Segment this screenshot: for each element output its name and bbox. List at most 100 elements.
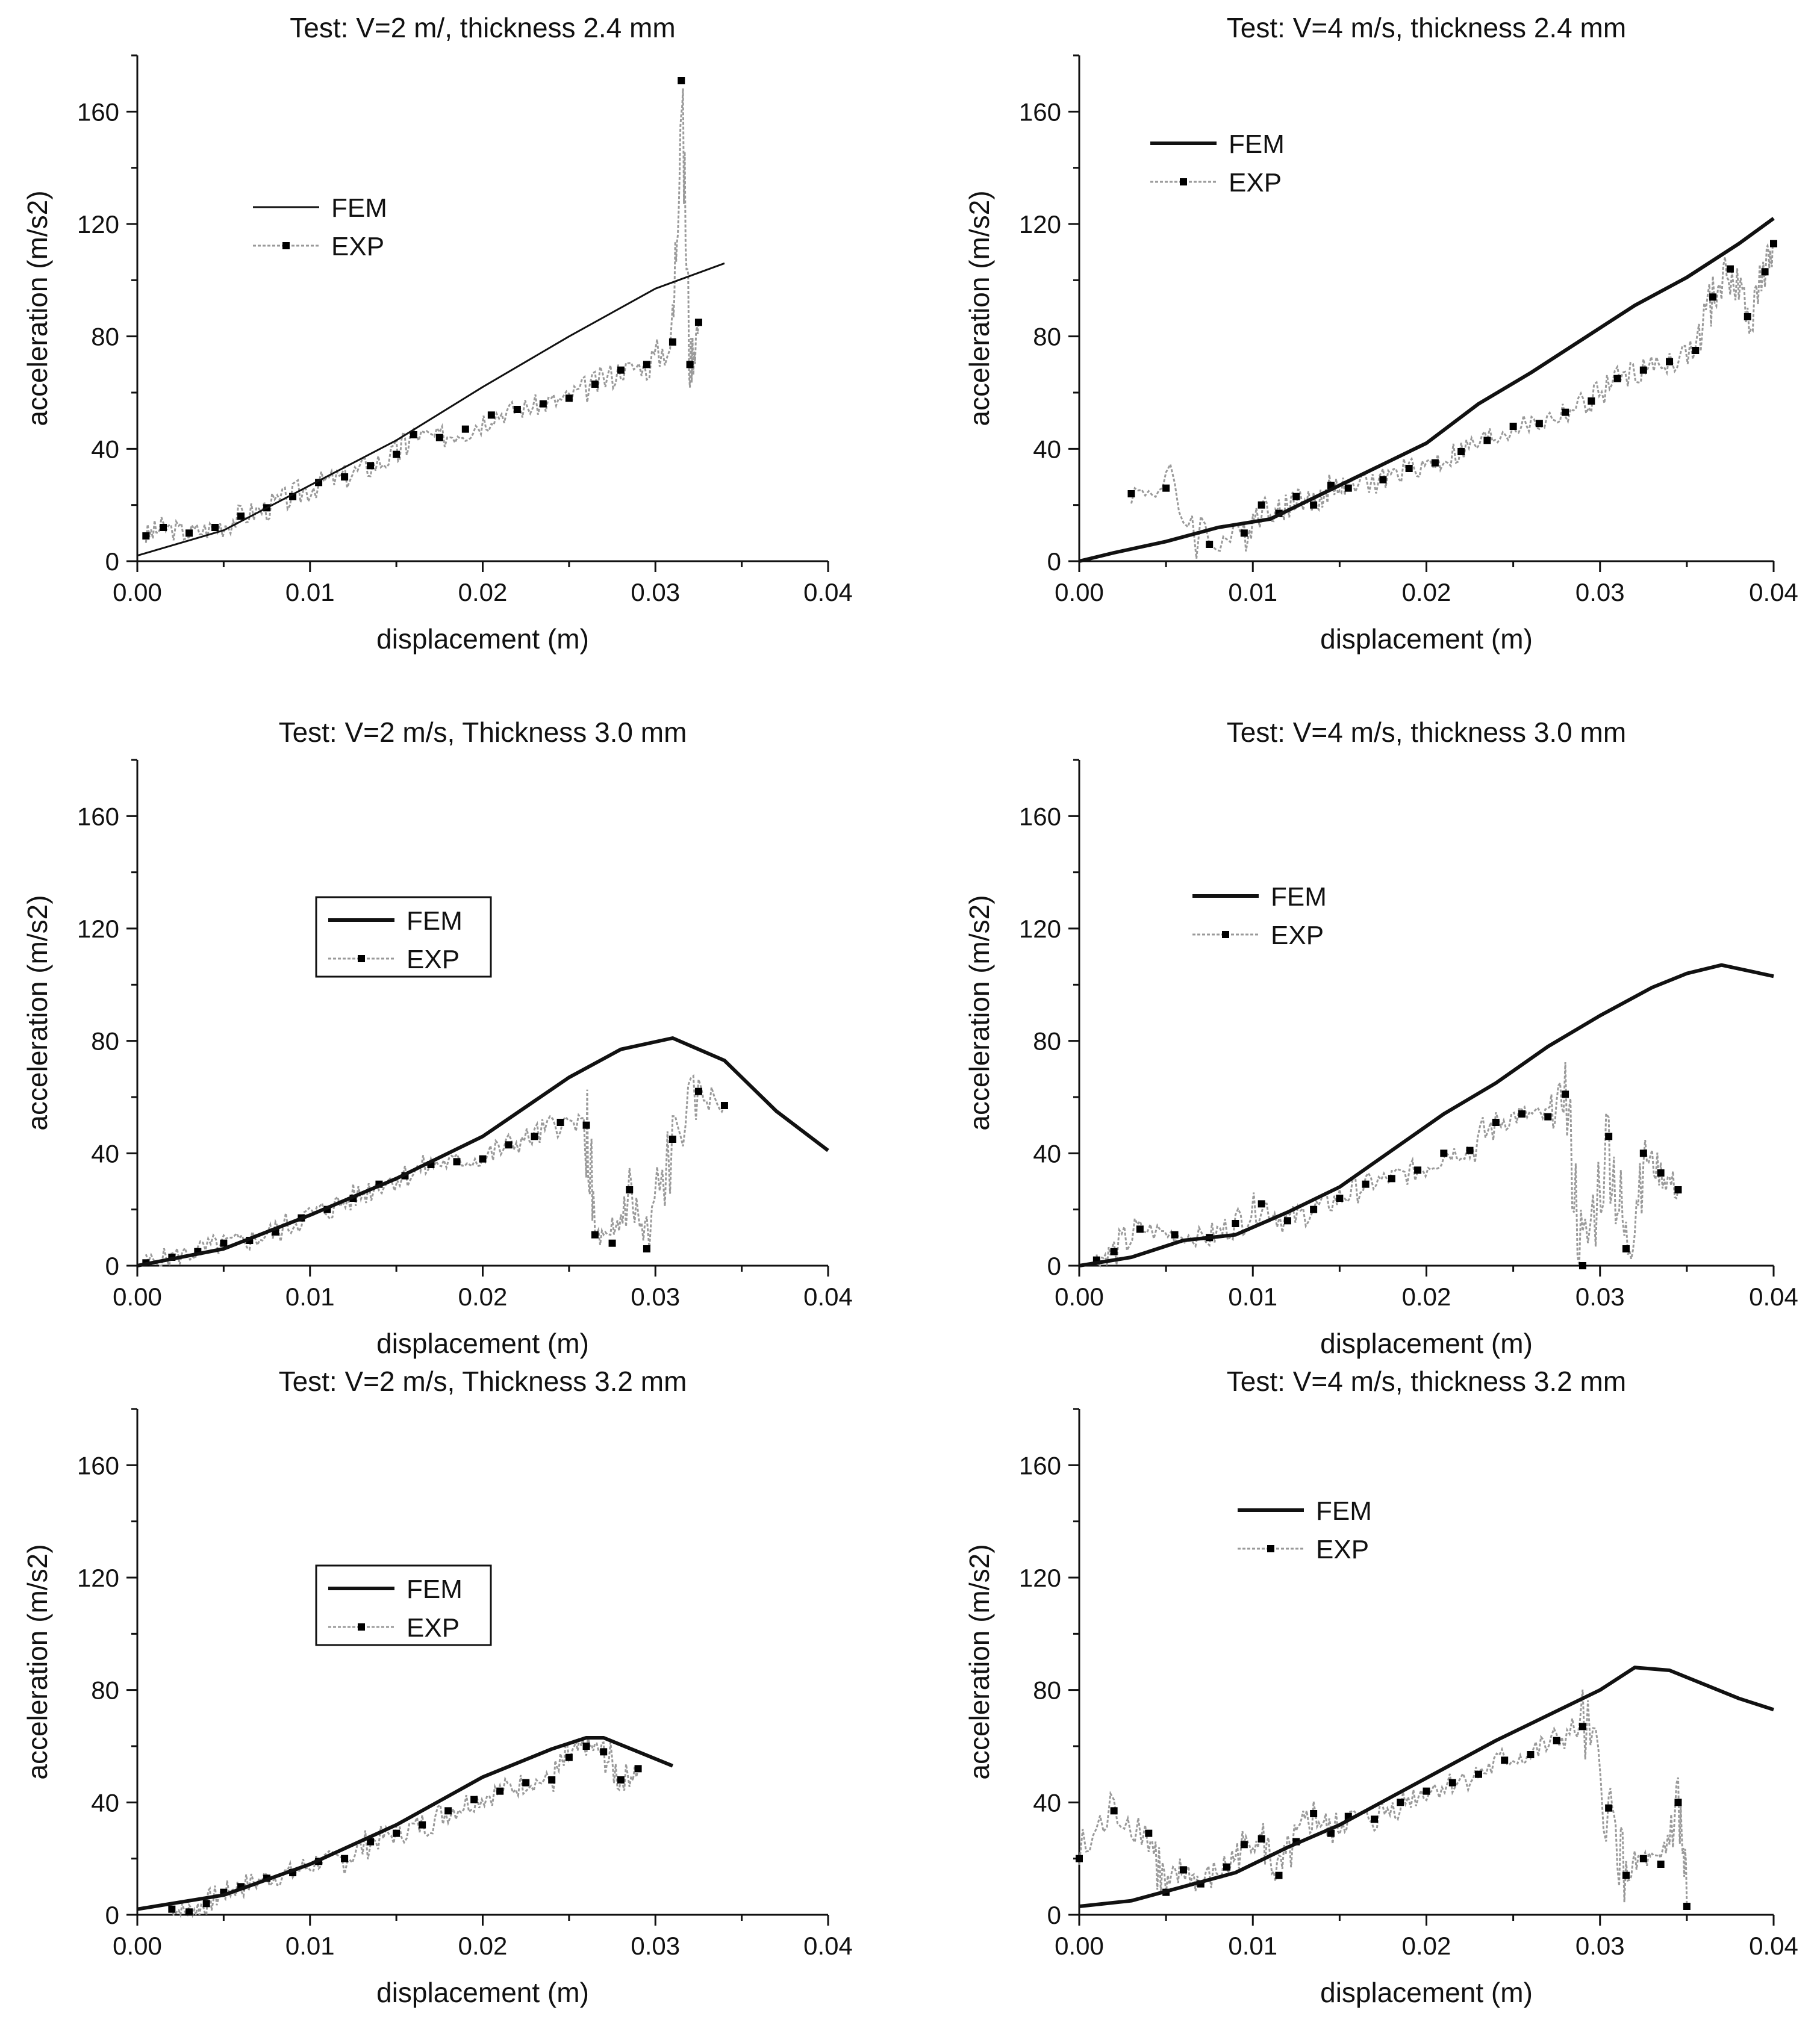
exp-data-point [453, 1158, 461, 1166]
exp-data-point [1657, 1169, 1665, 1177]
exp-data-point [678, 77, 685, 84]
exp-data-point [1440, 1149, 1448, 1157]
legend-exp-label: EXP [1316, 1535, 1369, 1564]
exp-data-point [591, 381, 599, 388]
fem-series-line [137, 1036, 829, 1267]
exp-data-point [1275, 1871, 1283, 1879]
y-tick-label: 80 [1033, 1676, 1061, 1705]
fem-series-line [1079, 217, 1775, 563]
y-axis-label: acceleration (m/s2) [964, 895, 995, 1130]
exp-data-point [1639, 366, 1647, 374]
fem-series-line [137, 262, 725, 557]
exp-data-point [1257, 501, 1265, 509]
exp-data-point [1605, 1804, 1613, 1812]
exp-data-point [1388, 1175, 1395, 1183]
exp-data-point [1639, 1855, 1647, 1862]
exp-data-point [694, 319, 702, 326]
x-tick-label: 0.03 [631, 578, 680, 606]
x-tick-label: 0.02 [1402, 578, 1451, 606]
exp-data-point [1327, 1829, 1335, 1837]
exp-data-point [1448, 1779, 1456, 1787]
exp-data-point [1379, 476, 1387, 484]
exp-data-point [220, 1239, 228, 1247]
y-tick-label: 80 [91, 323, 119, 351]
exp-data-point [419, 1821, 426, 1829]
exp-data-point [686, 361, 694, 369]
legend-fem-label: FEM [407, 906, 463, 936]
chart-panel-3: Test: V=2 m/s, Thickness 3.0 mm 0.00 0.01 0… [22, 717, 853, 1359]
x-axis-label: displacement (m) [1320, 623, 1533, 655]
chart-panel-5: Test: V=2 m/s, Thickness 3.2 mm 0.00 0.01 0… [22, 1366, 853, 2008]
legend-exp-label: EXP [407, 945, 460, 974]
exp-data-point [505, 1141, 513, 1149]
exp-data-point [341, 1855, 349, 1862]
y-tick-label: 120 [1019, 915, 1061, 943]
exp-data-point [1179, 1866, 1187, 1874]
fem-series-line [1079, 963, 1774, 1267]
legend-fem-label: FEM [1271, 882, 1327, 912]
exp-series-trace [1095, 1062, 1679, 1268]
x-axis-label: displacement (m) [376, 1328, 589, 1359]
y-tick-label: 0 [1047, 1252, 1061, 1280]
x-tick-label: 0.01 [1228, 1932, 1277, 1960]
exp-data-point [1562, 1090, 1569, 1098]
y-tick-label: 160 [77, 802, 119, 830]
exp-data-point [1483, 437, 1491, 444]
x-axis-label: displacement (m) [376, 1977, 589, 2008]
exp-data-point [565, 394, 573, 402]
y-tick-label: 160 [1019, 1451, 1061, 1479]
exp-data-point [1457, 448, 1465, 455]
y-tick-label: 160 [77, 98, 119, 126]
exp-data-point [1501, 1756, 1509, 1764]
exp-data-point [591, 1231, 599, 1239]
exp-data-point [626, 1186, 634, 1193]
exp-data-point [1310, 501, 1318, 509]
exp-data-point [1657, 1861, 1665, 1868]
x-tick-label: 0.03 [1575, 1283, 1625, 1311]
exp-data-point [142, 532, 150, 540]
exp-data-point [1171, 1231, 1179, 1239]
y-tick-label: 80 [91, 1676, 119, 1705]
exp-data-point [1257, 1835, 1265, 1843]
exp-data-point [410, 431, 417, 438]
exp-data-point [1127, 490, 1135, 497]
exp-data-point [1362, 1180, 1370, 1188]
exp-data-point [1666, 358, 1674, 365]
exp-data-point [496, 1787, 504, 1795]
exp-data-point [1414, 1166, 1422, 1174]
exp-data-point [487, 411, 495, 419]
chart-title: Test: V=2 m/s, Thickness 3.2 mm [279, 1366, 687, 1397]
exp-data-point [367, 462, 375, 470]
y-tick-label: 160 [1019, 802, 1061, 830]
legend: FEM EXP [1150, 129, 1285, 198]
x-tick-label: 0.00 [113, 1932, 162, 1960]
x-tick-label: 0.01 [285, 1932, 335, 1960]
exp-data-point [1206, 541, 1214, 548]
exp-data-point [1674, 1186, 1682, 1193]
y-tick-label: 120 [77, 210, 119, 238]
y-tick-label: 120 [1019, 210, 1061, 238]
x-axis-label: displacement (m) [376, 623, 589, 655]
exp-data-point [1397, 1799, 1404, 1806]
exp-data-point [1709, 293, 1717, 301]
exp-data-point [643, 1245, 650, 1252]
exp-data-point [1692, 347, 1700, 354]
y-axis-label: acceleration (m/s2) [22, 190, 53, 426]
exp-data-point [634, 1765, 642, 1773]
exp-data-point [1535, 420, 1543, 428]
exp-data-point [1605, 1133, 1613, 1140]
exp-data-point [160, 524, 167, 531]
legend-box [315, 896, 492, 978]
exp-data-point [1622, 1245, 1630, 1252]
chart-title: Test: V=2 m/s, Thickness 3.0 mm [279, 717, 687, 748]
chart-panel-2: Test: V=4 m/s, thickness 2.4 mm 0.00 0.01 0… [964, 12, 1798, 655]
x-tick-label: 0.02 [1402, 1283, 1451, 1311]
legend-exp-marker [1222, 931, 1229, 938]
exp-data-point [522, 1779, 530, 1787]
exp-data-point [211, 524, 219, 531]
exp-data-point [668, 1136, 676, 1143]
exp-data-point [185, 1908, 193, 1916]
exp-data-point [444, 1807, 452, 1815]
legend-exp-marker [358, 1623, 365, 1631]
